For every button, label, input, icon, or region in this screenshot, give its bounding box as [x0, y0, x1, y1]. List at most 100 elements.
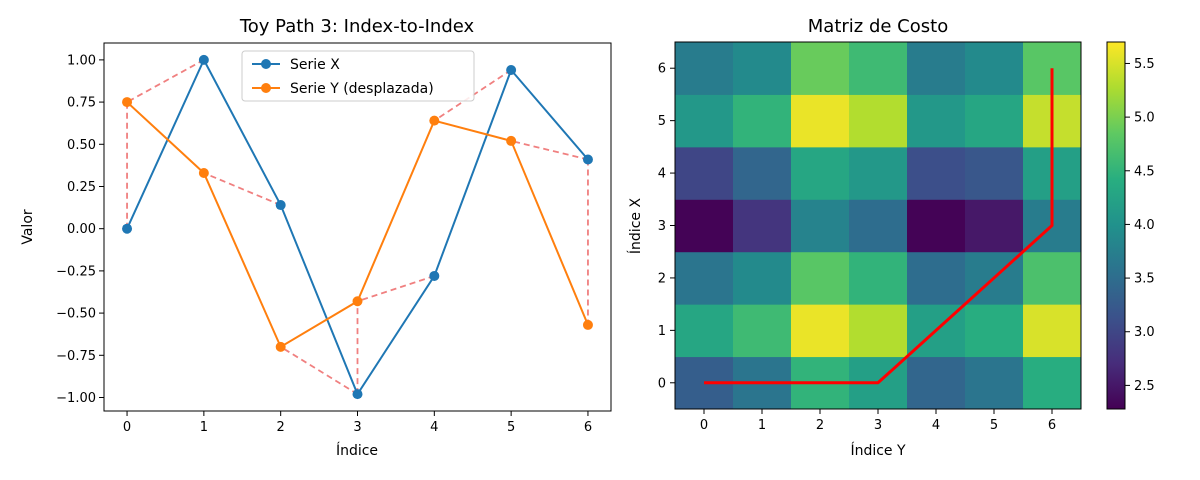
heatmap-cell	[791, 199, 850, 253]
series-point-1	[198, 167, 209, 178]
heatmap-y-tick-label: 0	[658, 376, 666, 391]
series-point-0	[506, 65, 517, 76]
heatmap-chart: Matriz de Costo 0 1 2 3 4 5 6 0 1 2 3 4 5 6 Índice Y…	[627, 16, 1155, 459]
heatmap-cell	[849, 42, 908, 95]
heatmap-cell	[907, 146, 966, 200]
colorbar-tick-label: 3.5	[1134, 272, 1155, 287]
colorbar	[1106, 41, 1126, 410]
heatmap-cell	[965, 304, 1024, 358]
heatmap-x-tick-label: 4	[932, 418, 940, 433]
line-chart-xlabel: Índice	[336, 442, 378, 459]
heatmap-cell	[675, 146, 734, 200]
x-tick-label: 5	[507, 420, 515, 435]
y-tick-label: −1.00	[56, 391, 96, 406]
heatmap-cell	[965, 94, 1024, 148]
legend-label-serie-x: Serie X	[290, 57, 340, 73]
x-tick-label: 4	[430, 420, 438, 435]
heatmap-title: Matriz de Costo	[808, 16, 948, 37]
heatmap-x-tick-label: 3	[874, 418, 882, 433]
colorbar-tick-label: 2.5	[1134, 379, 1155, 394]
y-tick-label: 0.00	[67, 222, 96, 237]
heatmap-cell	[733, 146, 792, 200]
series-point-0	[429, 270, 440, 281]
alignment-link	[357, 275, 435, 303]
heatmap-cell	[1023, 304, 1082, 358]
heatmap-cell	[907, 356, 966, 410]
heatmap-cell	[1023, 251, 1082, 305]
heatmap-y-tick-label: 1	[658, 324, 666, 339]
heatmap-cell	[675, 304, 734, 358]
alignment-links	[126, 59, 589, 395]
legend-box	[241, 50, 475, 102]
y-tick-label: 0.75	[67, 96, 96, 111]
colorbar-tick-label: 5.0	[1134, 111, 1155, 126]
heatmap-ylabel: Índice X	[627, 198, 644, 255]
legend-label-serie-y: Serie Y (desplazada)	[290, 81, 434, 97]
heatmap-cell	[733, 42, 792, 95]
heatmap-cell	[1023, 356, 1082, 410]
y-tick-label: −0.75	[56, 349, 96, 364]
series-point-1	[352, 296, 363, 307]
series-point-0	[198, 54, 209, 65]
x-tick-label: 3	[353, 420, 361, 435]
heatmap-y-tick-label: 3	[658, 219, 666, 234]
legend-marker-serie-y	[261, 83, 271, 93]
heatmap-cell	[907, 42, 966, 95]
y-tick-label: −0.25	[56, 264, 96, 279]
series-point-0	[275, 200, 286, 211]
series-point-1	[582, 319, 593, 330]
heatmap-cell	[849, 94, 908, 148]
heatmap-cell	[907, 94, 966, 148]
heatmap-cell	[675, 94, 734, 148]
heatmap-cell	[791, 251, 850, 305]
series-point-1	[506, 135, 517, 146]
heatmap-cell	[791, 304, 850, 358]
legend-marker-serie-x	[261, 59, 271, 69]
heatmap-xlabel: Índice Y	[850, 442, 906, 459]
heatmap-cell	[733, 94, 792, 148]
heatmap-cell	[965, 146, 1024, 200]
heatmap-cell	[849, 304, 908, 358]
heatmap-cell	[675, 199, 734, 253]
alignment-link	[510, 140, 589, 161]
heatmap-cell	[965, 42, 1024, 95]
colorbar-tick-label: 4.5	[1134, 164, 1155, 179]
heatmap-cell	[965, 199, 1024, 253]
heatmap-cell	[791, 94, 850, 148]
alignment-link	[126, 59, 205, 103]
alignment-link	[203, 172, 282, 206]
heatmap-x-tick-label: 6	[1048, 418, 1056, 433]
line-chart-title: Toy Path 3: Index-to-Index	[239, 16, 475, 37]
heatmap-cell	[675, 42, 734, 95]
colorbar-tick-label: 3.0	[1134, 325, 1155, 340]
line-chart-y-ticks: 1.00 0.75 0.50 0.25 0.00 −0.25 −0.50 −0.75 −1.00	[56, 53, 104, 406]
series-point-0	[122, 223, 133, 234]
line-chart-ylabel: Valor	[20, 209, 36, 245]
colorbar-ticks: 2.5 3.0 3.5 4.0 4.5 5.0 5.5	[1125, 57, 1155, 394]
heatmap-cell	[849, 146, 908, 200]
heatmap-x-tick-label: 0	[700, 418, 708, 433]
heatmap-cell	[733, 251, 792, 305]
line-series-group	[122, 54, 593, 400]
colorbar-tick-label: 4.0	[1134, 218, 1155, 233]
colorbar-tick-label: 5.5	[1134, 57, 1155, 72]
heatmap-cell	[675, 251, 734, 305]
line-chart: Toy Path 3: Index-to-Index 0 1 2 3 4 5 6 1.00 0…	[20, 16, 612, 459]
heatmap-y-tick-label: 5	[658, 114, 666, 129]
heatmap-cell	[907, 251, 966, 305]
y-tick-label: 0.25	[67, 180, 96, 195]
heatmap-y-tick-label: 6	[658, 62, 666, 77]
heatmap-cell	[965, 356, 1024, 410]
heatmap-cell	[733, 304, 792, 358]
x-tick-label: 0	[123, 420, 131, 435]
y-tick-label: −0.50	[56, 307, 96, 322]
x-tick-label: 6	[584, 420, 592, 435]
warping-path	[704, 68, 1054, 385]
y-tick-label: 0.50	[67, 138, 96, 153]
line-chart-x-ticks: 0 1 2 3 4 5 6	[123, 411, 592, 435]
heatmap-y-tick-label: 2	[658, 271, 666, 286]
line-chart-legend: Serie X Serie Y (desplazada)	[241, 50, 475, 102]
x-tick-label: 2	[277, 420, 285, 435]
heatmap-cell	[849, 251, 908, 305]
